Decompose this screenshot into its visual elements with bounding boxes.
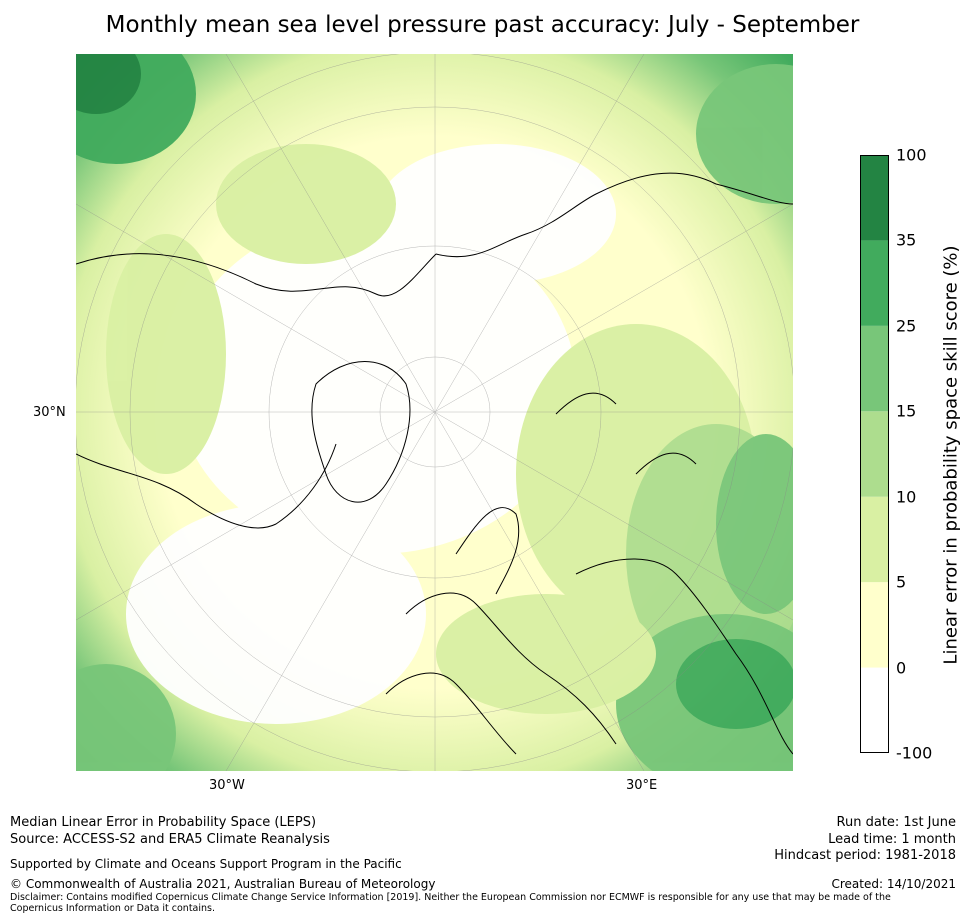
colorbar-tick-label: 100 [896, 145, 927, 165]
colorbar-border [860, 155, 889, 753]
lon-label-30e: 30°E [626, 778, 658, 793]
colorbar-bin-2 [860, 496, 889, 583]
hindcast-period: Hindcast period: 1981-2018 [774, 848, 956, 863]
colorbar-tick-label: 0 [896, 658, 907, 678]
colorbar-bin-6 [860, 155, 889, 241]
footer-copyright: © Commonwealth of Australia 2021, Austra… [10, 877, 436, 891]
lat-label-30n: 30°N [33, 405, 66, 420]
footer-support: Supported by Climate and Oceans Support … [10, 857, 402, 871]
colorbar-bin-0 [860, 667, 889, 753]
polar-map [76, 54, 793, 771]
colorbar-bin-1 [860, 582, 889, 668]
created-date: Created: 14/10/2021 [831, 877, 956, 891]
graticule [76, 54, 793, 771]
footer-source: Source: ACCESS-S2 and ERA5 Climate Reana… [10, 832, 330, 847]
colorbar-tick-label: 15 [896, 401, 917, 421]
colorbar-tick-label: -100 [896, 743, 933, 763]
lead-time: Lead time: 1 month [828, 832, 956, 847]
chart-title: Monthly mean sea level pressure past acc… [105, 12, 860, 38]
footer-leps: Median Linear Error in Probability Space… [10, 815, 317, 830]
colorbar-label: Linear error in probability space skill … [940, 245, 962, 665]
map-panel [76, 54, 793, 771]
colorbar-tick-label: 25 [896, 316, 917, 336]
footer-disclaimer: Disclaimer: Contains modified Copernicus… [10, 892, 891, 914]
colorbar-bin-4 [860, 325, 889, 412]
colorbar-tick-label: 10 [896, 487, 917, 507]
run-date: Run date: 1st June [836, 815, 956, 830]
coastlines [76, 172, 793, 755]
colorbar-bin-5 [860, 240, 889, 326]
colorbar-bin-3 [860, 411, 889, 497]
lon-label-30w: 30°W [209, 778, 245, 793]
colorbar [860, 155, 889, 753]
colorbar-tick-label: 5 [896, 572, 907, 592]
colorbar-tick-label: 35 [896, 230, 917, 250]
